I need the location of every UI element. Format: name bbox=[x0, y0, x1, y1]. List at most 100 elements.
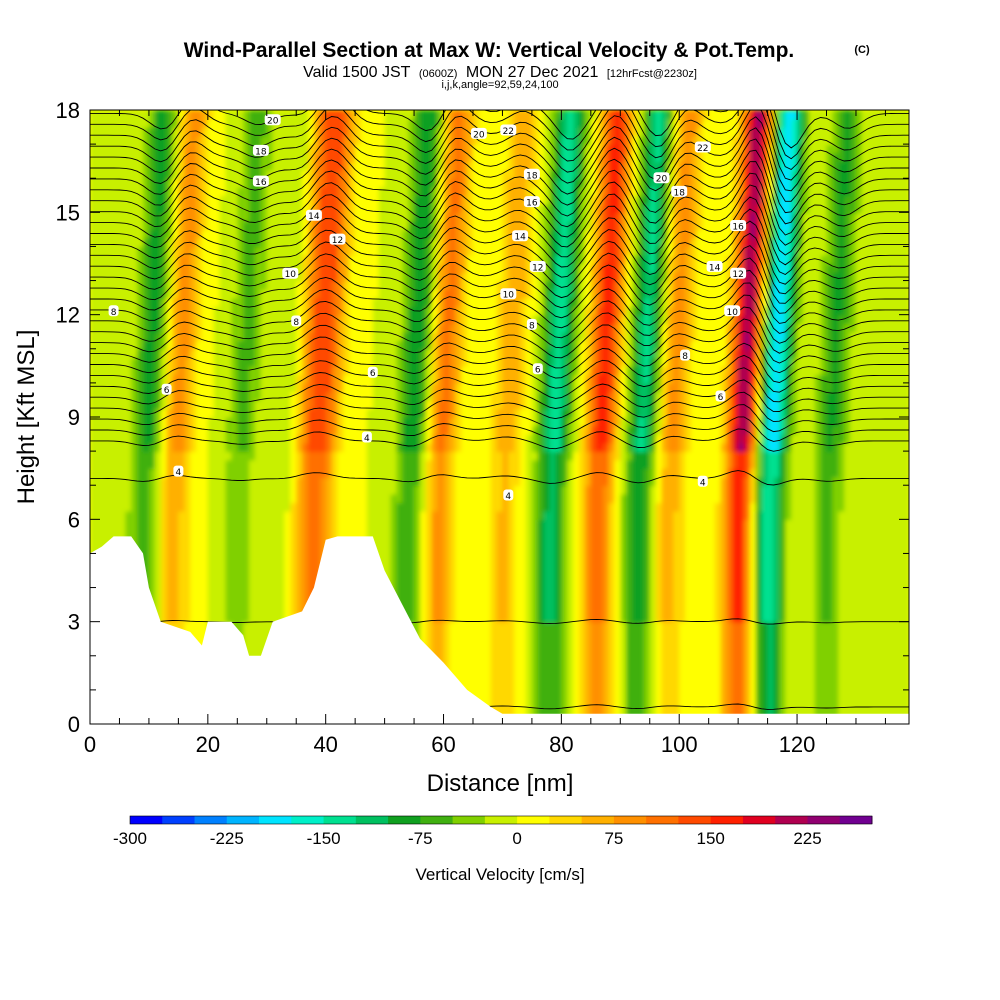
velocity-cell bbox=[455, 502, 492, 512]
velocity-cell bbox=[620, 365, 627, 376]
velocity-cell bbox=[614, 587, 622, 597]
velocity-cell bbox=[679, 246, 686, 256]
velocity-cell bbox=[526, 237, 533, 248]
velocity-cell bbox=[832, 237, 840, 248]
velocity-cell bbox=[449, 638, 492, 648]
velocity-cell bbox=[455, 306, 462, 316]
velocity-cell bbox=[649, 229, 657, 239]
valid-time-utc: (0600Z) bbox=[419, 68, 458, 80]
velocity-cell bbox=[537, 417, 545, 427]
velocity-cell bbox=[590, 562, 604, 572]
velocity-cell bbox=[196, 331, 203, 341]
velocity-cell bbox=[850, 408, 909, 418]
velocity-cell bbox=[178, 570, 191, 580]
velocity-cell bbox=[785, 485, 792, 495]
velocity-cell bbox=[331, 374, 339, 384]
velocity-cell bbox=[384, 161, 409, 171]
velocity-cell bbox=[785, 306, 792, 316]
velocity-cell bbox=[308, 459, 327, 469]
velocity-cell bbox=[626, 255, 633, 265]
velocity-cell bbox=[190, 297, 197, 307]
velocity-cell bbox=[531, 340, 539, 350]
velocity-cell bbox=[349, 195, 356, 205]
velocity-cell bbox=[779, 459, 787, 469]
velocity-cell bbox=[573, 476, 580, 486]
velocity-cell bbox=[785, 698, 816, 708]
velocity-cell bbox=[661, 604, 675, 614]
velocity-cell bbox=[744, 638, 751, 648]
velocity-cell bbox=[679, 382, 686, 393]
velocity-cell bbox=[773, 536, 781, 546]
velocity-cell bbox=[738, 229, 745, 239]
velocity-cell bbox=[154, 604, 162, 614]
velocity-cell bbox=[767, 237, 775, 248]
velocity-cell bbox=[402, 297, 409, 307]
velocity-cell bbox=[567, 664, 574, 674]
velocity-cell bbox=[490, 408, 498, 418]
velocity-cell bbox=[148, 161, 156, 171]
velocity-cell bbox=[443, 289, 457, 299]
velocity-cell bbox=[213, 391, 233, 401]
velocity-cell bbox=[614, 451, 622, 461]
velocity-cell bbox=[696, 289, 728, 299]
velocity-cell bbox=[296, 417, 303, 427]
velocity-cell bbox=[302, 451, 309, 461]
velocity-cell bbox=[160, 212, 168, 222]
velocity-cell bbox=[313, 161, 321, 171]
velocity-cell bbox=[661, 553, 675, 563]
velocity-cell bbox=[620, 451, 627, 461]
velocity-cell bbox=[838, 664, 909, 674]
velocity-cell bbox=[255, 451, 292, 461]
velocity-cell bbox=[779, 536, 787, 546]
velocity-cell bbox=[738, 306, 745, 316]
velocity-cell bbox=[148, 553, 156, 563]
velocity-cell bbox=[838, 399, 845, 410]
velocity-cell bbox=[449, 186, 462, 197]
velocity-cell bbox=[443, 493, 451, 504]
velocity-cell bbox=[201, 289, 221, 299]
velocity-cell bbox=[632, 553, 645, 563]
velocity-cell bbox=[726, 417, 733, 427]
velocity-cell bbox=[408, 382, 421, 393]
velocity-cell bbox=[749, 570, 757, 580]
velocity-cell bbox=[526, 596, 533, 606]
velocity-cell bbox=[537, 348, 545, 359]
velocity-cell bbox=[732, 613, 745, 623]
velocity-cell bbox=[608, 203, 622, 214]
velocity-cell bbox=[461, 340, 468, 350]
velocity-cell bbox=[661, 314, 669, 324]
velocity-cell bbox=[726, 587, 733, 597]
velocity-cell bbox=[573, 229, 580, 239]
velocity-cell bbox=[225, 434, 239, 444]
velocity-cell bbox=[820, 553, 834, 563]
velocity-cell bbox=[490, 502, 504, 512]
velocity-cell bbox=[219, 203, 239, 214]
velocity-cell bbox=[396, 357, 404, 367]
velocity-cell bbox=[302, 203, 309, 214]
velocity-cell bbox=[850, 340, 909, 350]
velocity-cell bbox=[313, 229, 321, 239]
velocity-cell bbox=[272, 161, 309, 171]
velocity-cell bbox=[726, 493, 733, 504]
velocity-cell bbox=[785, 553, 816, 563]
velocity-cell bbox=[755, 323, 763, 333]
velocity-cell bbox=[832, 493, 845, 504]
velocity-cell bbox=[284, 587, 292, 597]
velocity-cell bbox=[455, 587, 492, 597]
velocity-cell bbox=[643, 237, 651, 248]
velocity-cell bbox=[755, 425, 763, 435]
velocity-cell bbox=[225, 527, 250, 538]
velocity-cell bbox=[461, 212, 468, 222]
velocity-cell bbox=[543, 246, 551, 256]
velocity-cell bbox=[531, 468, 539, 478]
velocity-cell bbox=[160, 553, 168, 563]
velocity-cell bbox=[655, 340, 663, 350]
velocity-cell bbox=[461, 348, 468, 359]
velocity-cell bbox=[502, 399, 521, 410]
velocity-cell bbox=[685, 544, 716, 555]
velocity-cell bbox=[431, 485, 439, 495]
velocity-cell bbox=[319, 195, 339, 205]
velocity-cell bbox=[431, 527, 445, 538]
velocity-cell bbox=[732, 195, 739, 205]
velocity-cell bbox=[850, 178, 857, 188]
